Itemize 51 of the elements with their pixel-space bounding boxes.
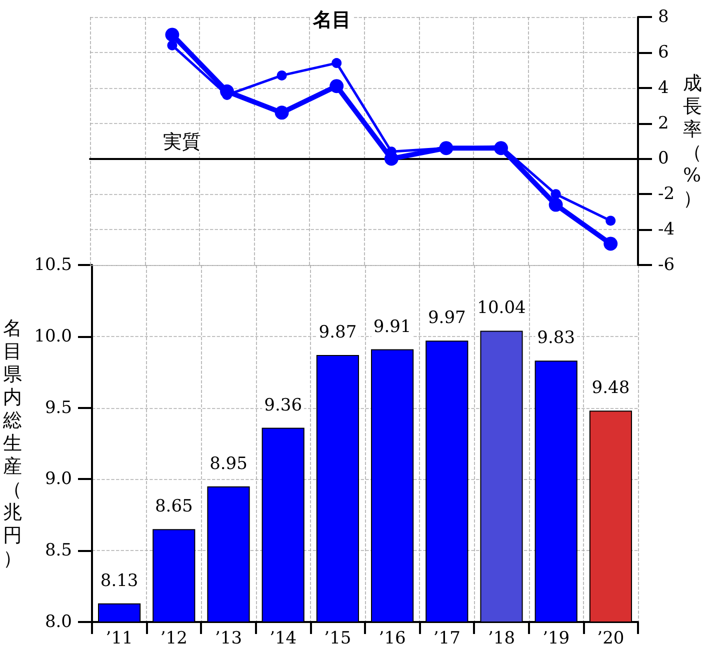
y-tick-label: -4 <box>658 220 675 240</box>
point <box>167 40 178 50</box>
text: 実質 <box>162 131 201 154</box>
x-tick-label: ’15 <box>324 628 352 648</box>
x-tick-label: ’17 <box>433 628 460 648</box>
y-tick-label: 8 <box>658 7 669 27</box>
y-tick-label: 9.0 <box>44 469 72 490</box>
x-tick-label: ’12 <box>160 628 188 648</box>
text: 名目県内総生産（兆円） <box>3 318 22 570</box>
data-label: 8.13 <box>100 570 138 591</box>
point <box>276 70 287 80</box>
data-label: 9.48 <box>592 378 630 398</box>
data-label: 9.91 <box>373 316 412 337</box>
x-tick-label: ’19 <box>542 628 570 648</box>
point <box>330 79 344 94</box>
y-tick-label: 2 <box>658 113 669 134</box>
data-label: 10.04 <box>477 298 526 318</box>
y-tick-label: -6 <box>658 255 675 275</box>
data-label: 8.65 <box>154 496 193 517</box>
point <box>332 58 342 68</box>
point <box>384 152 398 166</box>
point <box>550 189 561 200</box>
y-tick-label: -2 <box>658 184 675 204</box>
y-tick-label: 9.5 <box>44 398 72 418</box>
y-tick-label: 8.5 <box>44 540 72 561</box>
x-tick-label: ’18 <box>488 628 516 648</box>
data-label: 9.87 <box>318 322 357 342</box>
x-tick-label: ’14 <box>270 628 297 648</box>
y-tick-label: 10.5 <box>34 255 72 275</box>
point <box>604 236 618 251</box>
point <box>606 216 616 226</box>
x-tick-label: ’11 <box>106 628 133 648</box>
point <box>548 198 563 212</box>
x-tick-label: ’16 <box>378 628 406 648</box>
y-tick-label: 10.0 <box>34 326 72 346</box>
data-label: 9.36 <box>264 395 302 416</box>
data-label: 9.97 <box>428 308 466 328</box>
point <box>494 141 508 156</box>
point <box>165 28 180 42</box>
series-label: 名目 <box>312 8 351 31</box>
data-label: 9.83 <box>537 328 576 348</box>
point <box>220 84 234 98</box>
data-label: 8.95 <box>210 454 248 474</box>
y-tick-label: 0 <box>658 148 669 169</box>
y-axis-title: 成長率（%） <box>683 72 702 210</box>
x-tick-label: ’13 <box>214 628 242 648</box>
y-tick-label: 4 <box>658 78 669 98</box>
point <box>274 106 289 120</box>
y-tick-label: 6 <box>658 42 669 62</box>
x-tick-label: ’20 <box>597 628 624 648</box>
y-tick-label: 8.0 <box>44 612 72 632</box>
